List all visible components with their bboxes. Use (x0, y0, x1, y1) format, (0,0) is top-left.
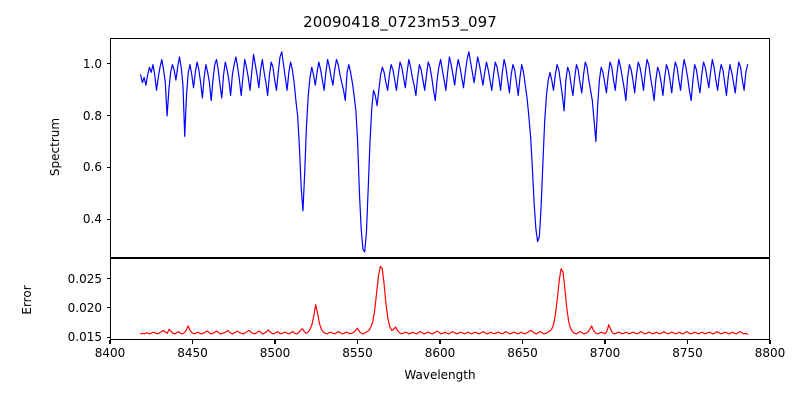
x-tick-mark-8650 (521, 340, 524, 344)
error-plot-area (140, 265, 749, 336)
x-tick-mark-8550 (356, 340, 359, 344)
x-tick-mark-8800 (769, 340, 771, 344)
y-tick-mark-spectrum-0.8 (106, 115, 110, 117)
x-tick-mark-8400 (109, 340, 111, 344)
x-tick-mark-8450 (191, 340, 194, 344)
x-tick-mark-8750 (686, 340, 689, 344)
x-tick-label-8750: 8750 (672, 346, 703, 360)
spectrum-panel (110, 38, 770, 258)
y-tick-mark-spectrum-0.4 (106, 218, 110, 220)
x-tick-label-8450: 8450 (177, 346, 208, 360)
y-tick-label-spectrum-1: 1.0 (82, 56, 102, 71)
y-tick-mark-error-0.015 (106, 336, 110, 338)
x-tick-label-8400: 8400 (94, 346, 126, 360)
x-tick-label-8550: 8550 (342, 346, 373, 360)
x-axis-label: Wavelength (404, 368, 476, 382)
y-tick-label-spectrum-0.8: 0.8 (82, 108, 102, 123)
y-tick-mark-error-0.025 (106, 277, 110, 280)
x-tick-mark-8500 (274, 340, 276, 344)
y-tick-label-error-0.025: 0.025 (67, 271, 102, 286)
y-tick-mark-error-0.02 (106, 307, 110, 309)
y-axis-label-error: Error (20, 285, 34, 315)
y-axis-label-spectrum: Spectrum (48, 117, 62, 177)
x-tick-label-8500: 8500 (259, 346, 291, 360)
y-tick-label-error-0.02: 0.020 (67, 300, 102, 315)
y-tick-mark-spectrum-0.6 (106, 166, 110, 168)
x-tick-label-8800: 8800 (754, 346, 786, 360)
y-tick-label-error-0.015: 0.015 (67, 330, 102, 345)
x-tick-mark-8600 (439, 340, 441, 344)
error-data-line (140, 265, 749, 336)
spectrum-plot-area (140, 51, 749, 253)
x-tick-mark-8700 (604, 340, 606, 344)
y-tick-mark-spectrum-1 (106, 63, 110, 65)
y-tick-label-spectrum-0.6: 0.6 (82, 160, 102, 175)
spectrum-data-line (140, 51, 749, 253)
x-tick-label-8650: 8650 (507, 346, 538, 360)
error-panel (110, 258, 770, 340)
x-tick-label-8600: 8600 (424, 346, 456, 360)
y-tick-label-spectrum-0.4: 0.4 (82, 212, 102, 227)
x-tick-label-8700: 8700 (589, 346, 621, 360)
chart-title: 20090418_0723m53_097 (303, 13, 497, 31)
